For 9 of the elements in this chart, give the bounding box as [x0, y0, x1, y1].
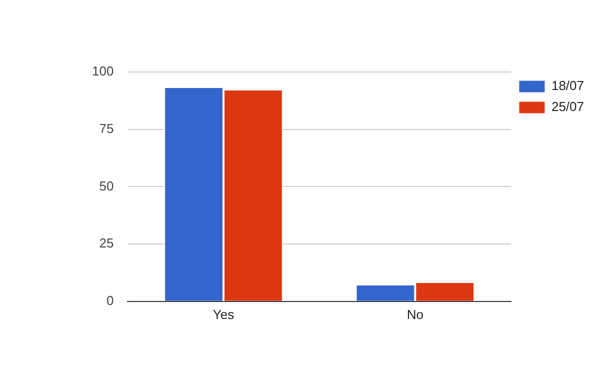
- x-tick-label: Yes: [212, 306, 235, 322]
- y-tick-label: 25: [99, 236, 114, 251]
- x-tick-label: No: [406, 306, 424, 322]
- y-tick-label: 100: [92, 64, 114, 79]
- legend-label: 18/07: [551, 78, 584, 94]
- y-tick-label: 75: [99, 120, 114, 136]
- y-tick-label: 50: [99, 178, 114, 194]
- legend-label: 25/07: [551, 99, 584, 114]
- y-tick-label: 0: [106, 292, 114, 308]
